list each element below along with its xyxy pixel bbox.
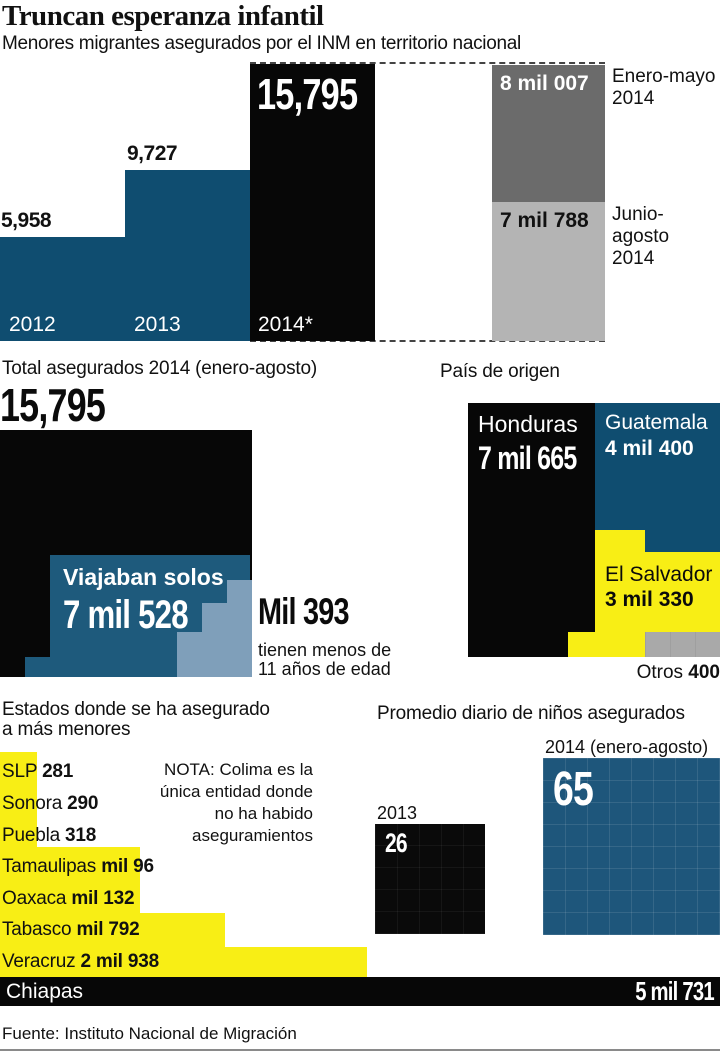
honduras-value: 7 mil 665 bbox=[478, 440, 577, 476]
honduras-name: Honduras bbox=[478, 411, 578, 437]
salvador-block-1 bbox=[595, 530, 645, 632]
yellow-step-b bbox=[0, 847, 140, 913]
state-row-tabasco: Tabasco mil 792 bbox=[2, 919, 140, 940]
under-11-annotation: Mil 393 tienen menos de 11 años de edad bbox=[258, 591, 392, 679]
salvador-name: El Salvador bbox=[605, 563, 713, 586]
average-2013-box: 26 bbox=[375, 824, 485, 934]
state-row-puebla: Puebla 318 bbox=[2, 825, 97, 846]
bar-2014-year: 2014* bbox=[258, 313, 313, 336]
source-credit: Fuente: Instituto Nacional de Migración bbox=[2, 1024, 297, 1043]
guatemala-block-ext bbox=[645, 530, 720, 552]
period-label-junio-agosto: Junio-agosto 2014 bbox=[612, 204, 670, 269]
bar-2013 bbox=[125, 170, 250, 341]
colima-note: NOTA: Colima es la única entidad donde n… bbox=[159, 760, 313, 845]
origin-mosaic: Honduras 7 mil 665 Guatemala 4 mil 400 E… bbox=[468, 403, 720, 657]
bar-2013-year: 2013 bbox=[134, 313, 181, 336]
stair-step-2 bbox=[202, 603, 227, 677]
average-2014-box: 65 bbox=[543, 758, 720, 935]
segment-enero-mayo: 8 mil 007 bbox=[492, 65, 605, 202]
guatemala-block bbox=[595, 403, 720, 530]
average-2013-value: 26 bbox=[385, 828, 408, 858]
honduras-block bbox=[468, 403, 595, 632]
otros-block bbox=[645, 632, 720, 657]
page-subtitle: Menores migrantes asegurados por el INM … bbox=[2, 33, 521, 54]
guatemala-value: 4 mil 400 bbox=[605, 437, 694, 460]
stair-step-left bbox=[25, 657, 50, 677]
segment-enero-mayo-value: 8 mil 007 bbox=[500, 72, 589, 95]
otros-label: Otros 400 bbox=[636, 662, 720, 683]
guatemala-name: Guatemala bbox=[605, 411, 708, 434]
chiapas-value: 5 mil 731 bbox=[635, 976, 714, 1006]
origin-section-heading: País de origen bbox=[440, 361, 560, 382]
average-section-heading: Promedio diario de niños asegurados bbox=[377, 703, 685, 724]
segment-junio-agosto: 7 mil 788 bbox=[492, 202, 605, 341]
bar-2012 bbox=[0, 237, 125, 341]
period-label-enero-mayo: Enero-mayo 2014 bbox=[612, 66, 716, 109]
stair-step-1 bbox=[227, 580, 252, 677]
yellow-step-d bbox=[0, 947, 367, 977]
guatemala-labels: Guatemala 4 mil 400 bbox=[605, 411, 708, 461]
state-row-oaxaca: Oaxaca mil 132 bbox=[2, 888, 135, 909]
state-row-veracruz: Veracruz 2 mil 938 bbox=[2, 951, 159, 972]
average-2013-label: 2013 bbox=[377, 803, 418, 823]
bar-2012-year: 2012 bbox=[9, 313, 56, 336]
stair-step-3 bbox=[177, 632, 202, 677]
bar-2014-value: 15,795 bbox=[257, 70, 358, 119]
average-2014-value: 65 bbox=[553, 763, 594, 816]
bar-2014 bbox=[250, 64, 375, 341]
viajaban-solos-label: Viajaban solos bbox=[63, 564, 224, 590]
total-big-number: 15,795 bbox=[0, 379, 106, 431]
yellow-step-a bbox=[0, 752, 37, 847]
chiapas-bar: Chiapas 5 mil 731 bbox=[0, 976, 720, 1006]
honduras-labels: Honduras 7 mil 665 bbox=[478, 411, 604, 477]
states-section-heading: Estados donde se ha asegurado a más meno… bbox=[2, 699, 270, 740]
bar-2012-value: 5,958 bbox=[1, 209, 52, 232]
average-2014-label: 2014 (enero-agosto) bbox=[545, 737, 709, 757]
state-row-sonora: Sonora 290 bbox=[2, 793, 99, 814]
bar-2013-value: 9,727 bbox=[127, 142, 178, 165]
bottom-rule bbox=[0, 1049, 720, 1051]
total-section-heading: Total asegurados 2014 (enero-agosto) bbox=[2, 358, 317, 379]
state-row-tamaulipas: Tamaulipas mil 96 bbox=[2, 856, 154, 877]
viajaban-solos-value: 7 mil 528 bbox=[63, 593, 189, 637]
honduras-block-foot bbox=[468, 632, 568, 657]
page-title: Truncan esperanza infantil bbox=[2, 0, 324, 32]
salvador-block-3 bbox=[568, 632, 645, 657]
chiapas-name: Chiapas bbox=[6, 979, 84, 1003]
yellow-step-c bbox=[0, 913, 225, 947]
under-11-value: Mil 393 bbox=[258, 591, 350, 632]
segment-junio-agosto-value: 7 mil 788 bbox=[500, 209, 589, 232]
dashed-connector-box bbox=[250, 62, 605, 342]
state-row-slp: SLP 281 bbox=[2, 761, 74, 782]
otros-value: 400 bbox=[688, 662, 720, 683]
salvador-block-2 bbox=[645, 552, 720, 632]
salvador-labels: El Salvador 3 mil 330 bbox=[605, 563, 712, 612]
salvador-value: 3 mil 330 bbox=[605, 588, 694, 611]
